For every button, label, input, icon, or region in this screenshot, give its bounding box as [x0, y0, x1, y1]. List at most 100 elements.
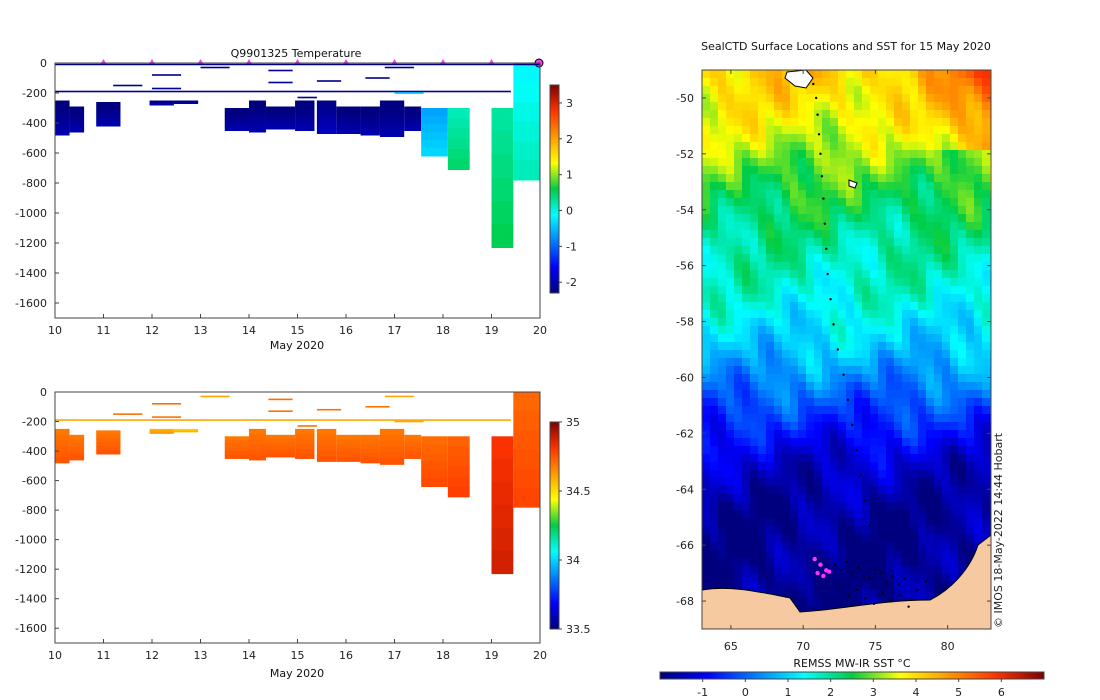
sst-colorbar-frame: [659, 671, 1045, 680]
sst-cell: [846, 550, 855, 559]
sst-cell: [758, 294, 767, 303]
cluster-point: [874, 569, 877, 572]
sst-cell: [702, 262, 711, 271]
sst-cell: [950, 110, 959, 119]
sst-cell: [846, 206, 855, 215]
sst-cell: [790, 486, 799, 495]
sst-cell: [950, 326, 959, 335]
sst-cell: [910, 398, 919, 407]
sst-cell: [790, 494, 799, 503]
sst-cell: [982, 350, 991, 359]
sst-cell: [750, 182, 759, 191]
sst-cell: [806, 126, 815, 135]
sst-cell: [878, 350, 887, 359]
sst-cell: [862, 518, 871, 527]
sst-cell: [918, 534, 927, 543]
sst-cell: [838, 118, 847, 127]
sst-cell: [846, 334, 855, 343]
profile-cell: [379, 124, 405, 131]
sst-cell: [950, 358, 959, 367]
sst-cell: [854, 174, 863, 183]
x-tick-label: 65: [724, 640, 738, 653]
sst-cell: [870, 294, 879, 303]
sst-cell: [974, 102, 983, 111]
sst-cell: [758, 230, 767, 239]
sst-cell: [830, 286, 839, 295]
sst-cell: [726, 334, 735, 343]
y-tick-label: -400: [22, 117, 47, 130]
sst-cell: [838, 494, 847, 503]
sst-cell: [758, 414, 767, 423]
sst-cell: [942, 262, 951, 271]
sst-cell: [726, 246, 735, 255]
profile-cell: [316, 445, 337, 452]
sst-cell: [774, 198, 783, 207]
sst-cell: [862, 526, 871, 535]
sst-cell: [910, 590, 919, 599]
cluster-point: [856, 566, 860, 569]
sst-cell: [766, 262, 775, 271]
sst-cell: [918, 150, 927, 159]
sst-cell: [870, 142, 879, 151]
y-tick-label: -62: [676, 427, 694, 440]
sst-cell: [878, 342, 887, 351]
sst-cell: [742, 134, 751, 143]
sst-cell: [870, 102, 879, 111]
sst-cell: [718, 574, 727, 583]
profile-cell: [336, 111, 361, 116]
sst-cell: [910, 542, 919, 551]
sst-cell: [918, 478, 927, 487]
sst-cell: [950, 190, 959, 199]
sst-cell: [870, 494, 879, 503]
sst-cell: [702, 334, 711, 343]
sst-cell: [854, 494, 863, 503]
sst-cell: [742, 374, 751, 383]
sst-cell: [918, 118, 927, 127]
sst-cell: [782, 454, 791, 463]
sst-cell: [846, 222, 855, 231]
sst-cell: [894, 422, 903, 431]
sst-cell: [854, 238, 863, 247]
sst-cell: [902, 446, 911, 455]
sst-cell: [806, 582, 815, 591]
sst-cell: [894, 190, 903, 199]
profile-cell: [447, 456, 470, 468]
sst-cell: [886, 574, 895, 583]
sst-cell: [798, 462, 807, 471]
sst-cell: [710, 326, 719, 335]
sst-cell: [814, 342, 823, 351]
sst-cell: [886, 222, 895, 231]
sst-cell: [750, 398, 759, 407]
sst-cell: [710, 430, 719, 439]
sst-cell: [830, 182, 839, 191]
sst-cell: [790, 110, 799, 119]
sst-cell: [782, 254, 791, 263]
sst-cell: [718, 222, 727, 231]
sst-cell: [758, 126, 767, 135]
profile-cell: [224, 108, 249, 113]
sst-cell: [902, 430, 911, 439]
sst-cell: [782, 342, 791, 351]
sst-cell: [758, 342, 767, 351]
sst-cell: [822, 134, 831, 143]
sst-cell: [942, 174, 951, 183]
sst-cell: [758, 262, 767, 271]
sst-cell: [750, 262, 759, 271]
sst-cell: [806, 158, 815, 167]
sst-cell: [966, 374, 975, 383]
sst-cell: [854, 222, 863, 231]
sst-cell: [934, 374, 943, 383]
sst-cell: [902, 166, 911, 175]
sst-cell: [854, 462, 863, 471]
sst-cell: [918, 374, 927, 383]
sst-cell: [910, 494, 919, 503]
sst-cell: [870, 286, 879, 295]
sst-cell: [910, 478, 919, 487]
sst-cell: [918, 454, 927, 463]
sst-cell: [782, 174, 791, 183]
sst-cell: [902, 550, 911, 559]
x-tick-label: 75: [868, 640, 882, 653]
sst-cell: [982, 254, 991, 263]
sst-cell: [750, 102, 759, 111]
sst-cell: [798, 470, 807, 479]
